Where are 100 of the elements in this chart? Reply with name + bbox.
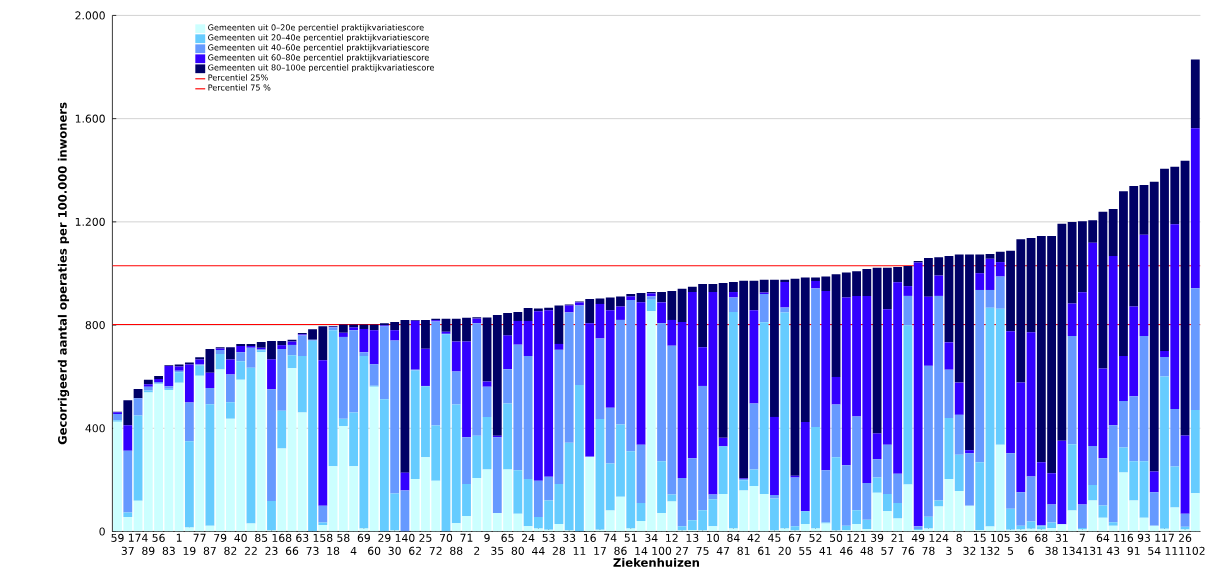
x-tick-label: 63: [296, 534, 309, 543]
x-tick-label: 20: [778, 547, 791, 556]
y-tick-label: 1.200: [75, 218, 105, 227]
x-tick-label: 11: [573, 547, 586, 556]
x-tick-label: 77: [193, 534, 206, 542]
x-tick-label: 30: [388, 547, 401, 556]
x-tick-label: 48: [860, 547, 873, 556]
x-tick-label: 17: [594, 547, 606, 556]
x-tick-label: 52: [809, 534, 822, 543]
x-tick-label: 2: [474, 547, 480, 556]
x-tick-label: 64: [1096, 534, 1110, 543]
legend-label: Gemeenten uit 80–100e percentiel praktijkvariatiescore: [208, 64, 435, 73]
x-tick-label: 66: [285, 547, 299, 556]
x-tick-label: 62: [409, 547, 421, 556]
legend-label: Gemeenten uit 0–20e percentiel praktijkvariatiescore: [208, 24, 424, 33]
x-tick-label: 168: [272, 534, 292, 543]
x-tick-label: 65: [501, 534, 514, 543]
x-tick-label: 41: [819, 547, 832, 556]
x-tick-label: 60: [368, 547, 381, 556]
x-tick-label: 68: [1035, 534, 1048, 543]
x-tick-label: 37: [121, 547, 134, 556]
x-tick-label: 56: [152, 534, 165, 543]
x-tick-label: 23: [265, 547, 278, 556]
x-tick-label: 73: [306, 547, 319, 556]
x-tick-label: 85: [255, 534, 268, 543]
x-tick-label: 53: [542, 534, 555, 543]
x-tick-label: 14: [635, 547, 648, 556]
x-tick-label: 89: [142, 547, 155, 556]
y-tick-label: 0: [99, 527, 105, 536]
x-tick-label: 15: [974, 534, 986, 543]
x-tick-label: 71: [460, 534, 473, 542]
x-tick-label: 50: [830, 534, 843, 543]
x-tick-label: 44: [532, 547, 545, 556]
x-tick-label: 35: [491, 547, 504, 556]
x-tick-label: 84: [727, 534, 740, 543]
legend-label: Percentiel 25%: [208, 74, 268, 81]
x-tick-label: 38: [1045, 547, 1058, 556]
legend-label: Percentiel 75 %: [208, 84, 271, 91]
x-tick-label: 75: [696, 547, 709, 556]
x-tick-label: 70: [439, 534, 453, 543]
x-tick-label: 61: [758, 547, 771, 556]
x-tick-label: 36: [1014, 534, 1027, 543]
x-tick-label: 102: [1186, 547, 1205, 556]
x-tick-label: 158: [313, 534, 333, 543]
x-tick-label: 124: [929, 534, 949, 543]
legend-label: Gemeenten uit 40–60e percentiel praktijkvariatiescore: [208, 44, 429, 53]
x-tick-label: 27: [675, 547, 689, 556]
x-tick-label: 7: [1079, 534, 1085, 542]
x-tick-label: 49: [911, 534, 925, 543]
x-tick-label: 32: [963, 547, 976, 556]
x-tick-label: 132: [980, 547, 1000, 556]
x-tick-label: 21: [891, 534, 904, 543]
x-tick-label: 69: [357, 534, 370, 543]
x-tick-label: 100: [652, 547, 672, 556]
x-tick-label: 86: [614, 547, 627, 556]
x-tick-label: 1: [176, 534, 182, 542]
x-tick-label: 111: [1165, 547, 1185, 556]
x-tick-label: 10: [707, 534, 720, 543]
x-tick-label: 83: [162, 547, 175, 556]
x-tick-label: 117: [1155, 534, 1174, 542]
x-tick-label: 131: [1083, 547, 1102, 556]
x-tick-label: 18: [327, 547, 340, 556]
x-tick-label: 58: [337, 534, 350, 543]
x-tick-label: 116: [1114, 534, 1134, 543]
x-tick-label: 29: [378, 534, 391, 543]
x-tick-label: 34: [645, 534, 658, 543]
x-tick-label: 19: [183, 547, 196, 556]
x-tick-label: 13: [686, 534, 699, 543]
x-tick-label: 24: [522, 534, 535, 543]
y-axis-title: Gecorrigeerd aantal operaties per 100.000 inwoners: [57, 102, 70, 445]
x-tick-label: 105: [991, 534, 1010, 543]
x-tick-label: 80: [511, 547, 524, 556]
x-tick-label: 67: [788, 534, 801, 543]
x-tick-label: 51: [624, 534, 637, 543]
x-tick-label: 57: [881, 547, 894, 556]
x-tick-label: 43: [1106, 547, 1120, 556]
x-tick-label: 121: [847, 534, 866, 543]
x-tick-label: 174: [128, 534, 148, 542]
x-tick-label: 45: [768, 534, 781, 543]
x-tick-label: 9: [484, 534, 490, 543]
x-tick-label: 16: [584, 534, 596, 543]
x-tick-label: 79: [214, 534, 227, 543]
x-tick-label: 26: [1178, 534, 1192, 543]
x-tick-label: 91: [1127, 547, 1140, 556]
x-tick-label: 31: [1055, 534, 1068, 543]
x-tick-label: 12: [666, 534, 678, 543]
x-tick-label: 93: [1137, 534, 1150, 543]
x-tick-label: 54: [1148, 547, 1161, 556]
x-tick-label: 22: [244, 547, 257, 556]
x-tick-label: 87: [203, 547, 216, 556]
x-tick-label: 140: [395, 534, 415, 543]
x-tick-label: 42: [747, 534, 760, 543]
x-tick-label: 6: [1028, 547, 1034, 556]
x-axis-title: Ziekenhuizen: [613, 558, 700, 568]
legend-label: Gemeenten uit 20–40e percentiel praktijkvariatiescore: [208, 34, 429, 43]
x-tick-label: 55: [799, 547, 812, 556]
x-tick-label: 134: [1063, 547, 1082, 556]
x-tick-label: 39: [871, 534, 884, 543]
x-tick-label: 3: [946, 547, 952, 556]
x-tick-label: 25: [419, 534, 432, 543]
